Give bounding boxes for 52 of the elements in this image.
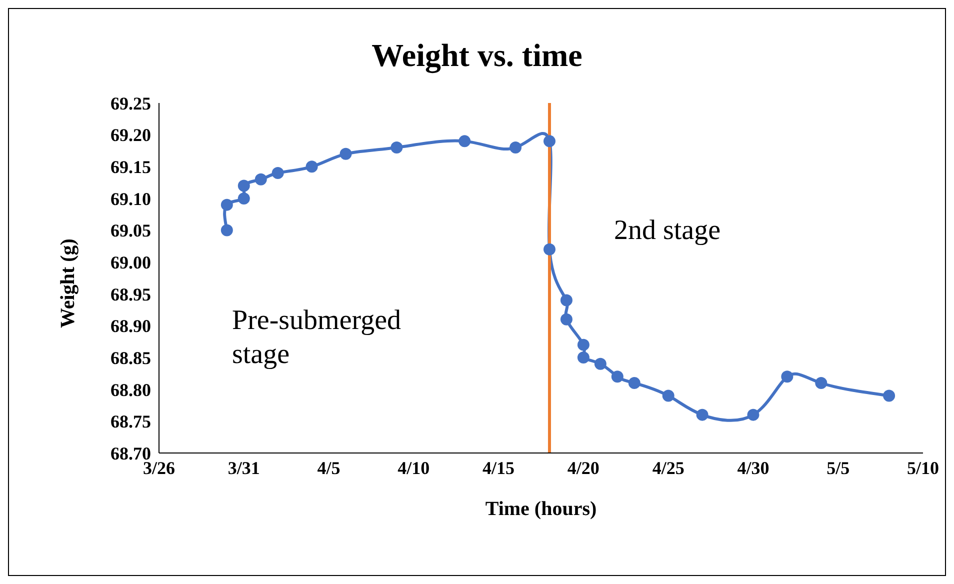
y-tick-label: 68.70 [110, 443, 151, 464]
point [577, 352, 590, 364]
y-tick-label: 68.75 [110, 412, 151, 432]
y-tick-label: 68.90 [110, 316, 151, 336]
point [696, 408, 708, 421]
point [594, 358, 606, 370]
point [390, 142, 403, 154]
y-tick-label: 69.10 [110, 188, 151, 209]
y-tick-label: 68.95 [110, 284, 151, 304]
point [781, 370, 794, 383]
point [458, 135, 471, 148]
chart-title: Weight vs. time [370, 37, 584, 74]
point [577, 338, 590, 351]
x-tick-label: 5/5 [826, 458, 850, 478]
y-tick-label: 69.05 [110, 220, 151, 241]
y-tick-label: 69.15 [110, 157, 151, 178]
y-tick-label: 69.00 [110, 252, 151, 272]
x-tick-label: 4/30 [737, 458, 770, 478]
point [543, 135, 556, 148]
x-tick-label: 4/20 [567, 458, 600, 478]
point [662, 390, 674, 402]
point [560, 313, 572, 326]
x-axis-title: Time (hours) [485, 498, 597, 520]
x-tick-label: 5/10 [906, 458, 940, 478]
annotation: 2nd stage [614, 214, 722, 248]
point [238, 180, 250, 192]
point [254, 173, 267, 186]
point [510, 142, 522, 154]
point [272, 167, 284, 179]
x-tick-label: 4/10 [398, 458, 430, 478]
point [747, 408, 760, 421]
point [815, 377, 828, 389]
point [611, 370, 624, 383]
point [560, 294, 572, 306]
annotation: Pre-submerged stage [232, 304, 402, 372]
point [220, 224, 233, 236]
x-tick-label: 4/15 [482, 458, 515, 478]
point [628, 377, 640, 389]
point [543, 243, 556, 256]
y-tick-label: 68.80 [110, 380, 151, 400]
y-tick-label: 69.20 [110, 125, 151, 146]
y-axis-title: Weight (g) [57, 238, 80, 328]
point [883, 390, 896, 402]
point [306, 160, 318, 173]
x-tick-label: 4/25 [652, 458, 684, 478]
x-tick-label: 4/5 [317, 458, 340, 478]
point [220, 198, 233, 211]
x-tick-label: 3/31 [228, 458, 260, 478]
y-tick-label: 69.25 [110, 93, 151, 114]
point [340, 148, 352, 160]
y-tick-label: 68.85 [110, 348, 151, 368]
point [238, 192, 250, 204]
